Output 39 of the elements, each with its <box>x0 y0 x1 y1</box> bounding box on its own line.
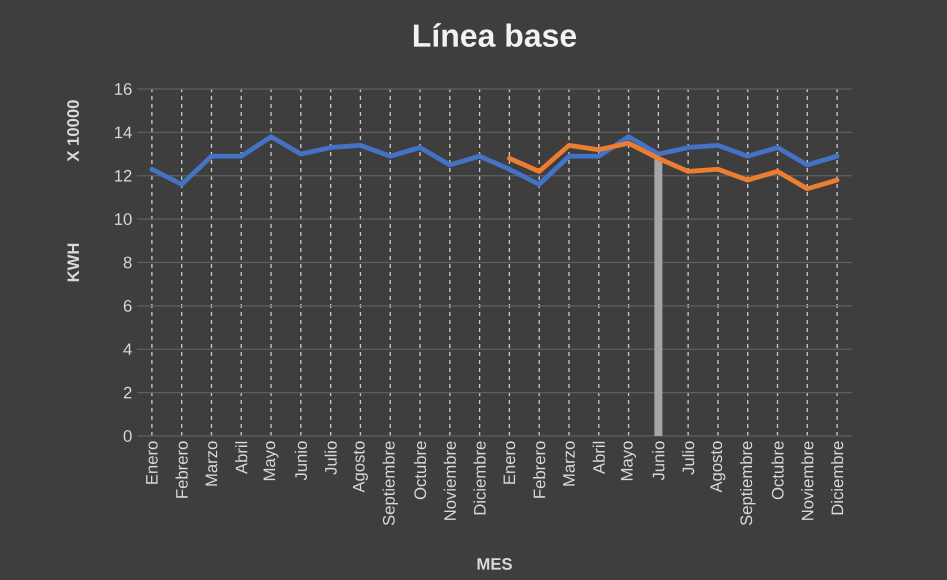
text: X 10000 <box>67 100 79 162</box>
x-tick-label: Junio <box>294 441 307 480</box>
y-tick-label: 14 <box>115 126 132 138</box>
x-tick-label: Septiembre <box>382 441 398 526</box>
x-tick-label: Abril <box>235 442 248 474</box>
x-tick-label: Enero <box>146 441 158 484</box>
x-tick-label: Enero <box>504 441 516 484</box>
line-series <box>507 140 840 192</box>
line-series <box>150 134 840 187</box>
y-tick-label: 4 <box>123 344 132 355</box>
x-tick-label: Abril <box>592 442 605 474</box>
y-tick-label: 12 <box>115 170 132 182</box>
x-axis-title: MES <box>478 558 512 570</box>
x-tick-label: Agosto <box>710 441 726 493</box>
x-tick-label: Mayo <box>264 441 279 480</box>
x-tick-label: Diciembre <box>830 441 844 514</box>
x-tick-label: Febrero <box>176 441 188 498</box>
x-tick-label: Mayo <box>621 441 636 480</box>
x-tick-label: Marzo <box>206 441 218 486</box>
chart-title: Línea base <box>414 23 576 47</box>
y-tick-label: 0 <box>124 430 132 442</box>
y-tick-label: 16 <box>115 83 132 95</box>
x-tick-label: Octubre <box>414 441 426 500</box>
x-tick-label: Noviembre <box>444 441 456 520</box>
x-tick-label: Julio <box>682 441 694 475</box>
y-tick-label: 2 <box>124 386 132 398</box>
x-tick-label: Noviembre <box>801 441 814 520</box>
y-axis-title: KWH <box>68 244 79 282</box>
x-tick-label: Septiembre <box>740 441 756 526</box>
x-tick-label: Marzo <box>563 441 575 486</box>
x-tick-label: Diciembre <box>473 441 486 514</box>
y-tick-label: 10 <box>115 213 132 226</box>
x-tick-label: Octubre <box>771 441 784 500</box>
x-tick-label: Agosto <box>352 441 368 493</box>
y-tick-label: 6 <box>124 300 132 312</box>
x-tick-label: Junio <box>652 441 664 480</box>
x-tick-label: Julio <box>324 441 337 475</box>
x-tick-label: Febrero <box>533 441 546 498</box>
y-tick-label: 8 <box>124 256 132 268</box>
